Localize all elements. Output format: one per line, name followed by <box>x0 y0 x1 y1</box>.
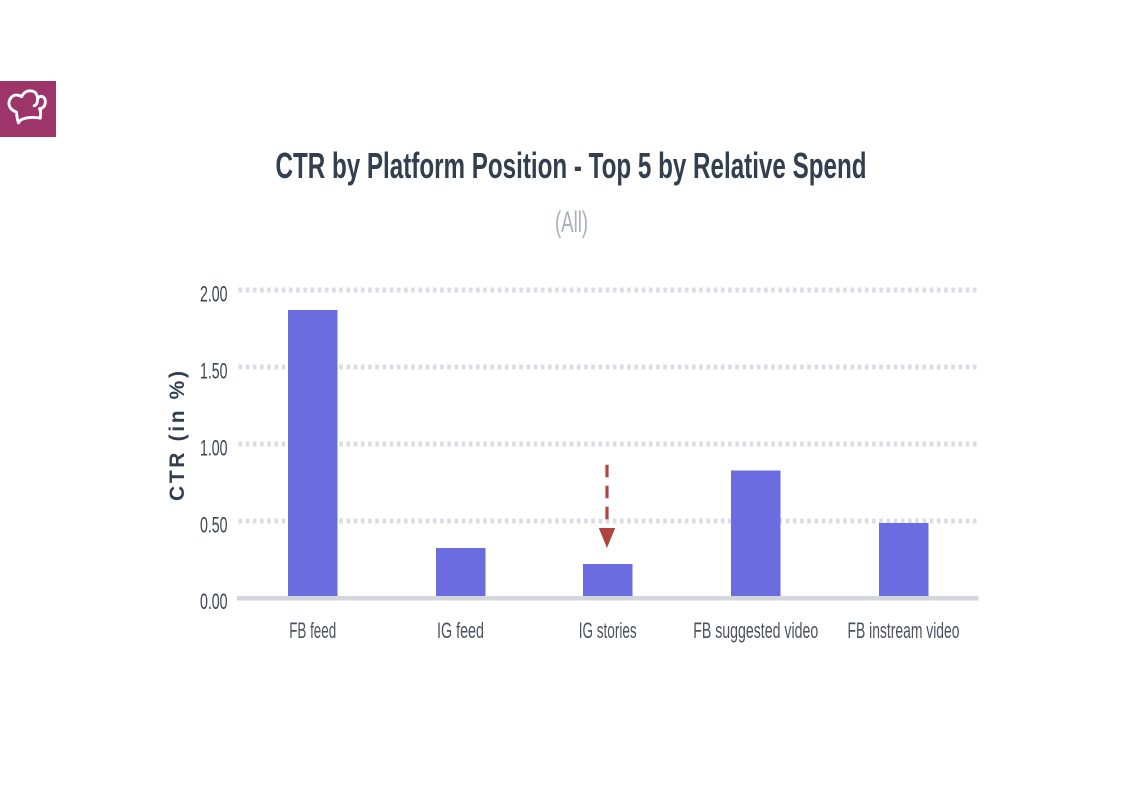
svg-text:FB instream video: FB instream video <box>848 618 960 643</box>
svg-text:CTR by Platform Position - Top: CTR by Platform Position - Top 5 by Rela… <box>276 145 867 186</box>
svg-text:FB feed: FB feed <box>289 618 336 643</box>
svg-text:CTR (in %): CTR (in %) <box>166 371 189 501</box>
svg-text:(All): (All) <box>555 206 588 239</box>
svg-text:FB suggested video: FB suggested video <box>693 618 818 643</box>
svg-text:0.50: 0.50 <box>200 513 228 538</box>
svg-text:IG feed: IG feed <box>437 618 484 643</box>
svg-text:0.00: 0.00 <box>200 589 228 614</box>
svg-text:1.50: 1.50 <box>200 359 228 384</box>
svg-text:1.00: 1.00 <box>200 436 228 461</box>
svg-text:2.00: 2.00 <box>200 282 228 307</box>
svg-text:IG stories: IG stories <box>579 618 637 643</box>
